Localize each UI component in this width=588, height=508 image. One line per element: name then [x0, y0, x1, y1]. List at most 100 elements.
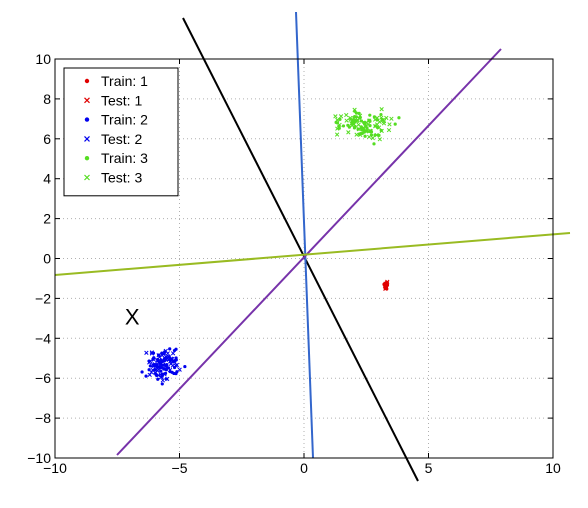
test-point: [156, 373, 161, 378]
test-point: [384, 115, 389, 121]
y-tick-label: −8: [35, 410, 51, 426]
train-point: [363, 134, 367, 138]
train-point: [352, 121, 356, 125]
train-point: [160, 372, 164, 376]
test-point: [384, 286, 389, 291]
test-point: [354, 132, 359, 137]
test-point: [356, 122, 361, 127]
legend-label: Train: 3: [101, 150, 148, 166]
train-point: [362, 130, 366, 134]
train-point: [172, 348, 177, 353]
train-point: [156, 377, 160, 381]
legend-marker-x: [84, 97, 90, 104]
train-point: [376, 126, 380, 130]
y-tick-label: 4: [43, 171, 51, 187]
y-tick-label: −10: [27, 450, 51, 466]
train-point: [163, 371, 168, 375]
train-point: [155, 363, 159, 367]
legend-marker-x: [84, 174, 90, 181]
line-black: [182, 17, 419, 482]
test-point: [335, 126, 340, 131]
test-point: [163, 366, 168, 371]
train-point: [156, 358, 160, 362]
test-point: [379, 115, 384, 120]
train-point: [168, 347, 172, 351]
train-point: [397, 116, 401, 120]
train-point: [365, 129, 369, 133]
test-point: [147, 360, 152, 365]
test-point: [344, 112, 349, 118]
test-point: [144, 350, 149, 355]
train-point: [354, 115, 358, 119]
legend: Train: 1 Test: 1 Train: 2 Test: 2 Train: 3 Te…: [63, 67, 179, 197]
test-point: [344, 118, 349, 123]
train-point: [172, 371, 176, 376]
test-point: [177, 367, 182, 372]
train-point: [167, 355, 171, 359]
train-point: [160, 382, 164, 386]
train-point: [341, 124, 346, 128]
test-point: [348, 117, 353, 122]
test-point: [379, 107, 384, 112]
train-point: [393, 122, 397, 126]
y-tick-label: −4: [35, 330, 51, 346]
train-point: [151, 357, 155, 361]
test-point: [160, 378, 165, 383]
legend-label: Test: 2: [101, 131, 142, 147]
x-tick-label: 5: [425, 460, 433, 476]
train-point: [144, 374, 148, 378]
test-point: [155, 368, 160, 373]
train-point: [164, 377, 168, 381]
test-point: [159, 353, 165, 358]
test-point: [333, 114, 338, 119]
train-point: [353, 125, 357, 129]
train-point: [368, 113, 372, 117]
line-purple: [116, 48, 502, 456]
train-point: [372, 142, 376, 146]
legend-label: Train: 2: [101, 112, 148, 128]
test-point: [379, 128, 384, 134]
train-point: [147, 368, 151, 372]
train-point: [148, 364, 152, 368]
test-point: [351, 115, 356, 121]
legend-marker-dot: [84, 117, 90, 122]
test-point: [170, 356, 175, 362]
test-point: [367, 134, 372, 140]
train-point: [160, 359, 164, 364]
test-point: [380, 117, 385, 123]
train-point: [183, 364, 187, 369]
test-point: [149, 369, 154, 375]
train-point: [359, 125, 363, 129]
test-point: [338, 114, 344, 119]
test-point: [389, 116, 394, 121]
test-point: [357, 113, 363, 118]
y-tick-label: 2: [43, 211, 51, 227]
line-blue: [295, 11, 314, 459]
data-points: [140, 107, 401, 386]
test-point: [147, 372, 152, 378]
train-point: [379, 112, 383, 117]
train-point: [368, 124, 372, 128]
axis-ticks: −10 −5 0 5 10 −10 −8 −6 −4 −2 0 2 4 6 8 10: [27, 51, 561, 476]
legend-marker-dot: [84, 78, 90, 84]
x-tick-label: 10: [545, 460, 561, 476]
legend-marker-dot: [84, 156, 90, 161]
train-point: [347, 125, 351, 129]
x-tick-label: −10: [43, 460, 67, 476]
legend-label: Train: 1: [101, 73, 148, 89]
y-tick-label: −6: [35, 370, 51, 386]
legend-label: Test: 3: [101, 170, 142, 186]
train-point: [363, 122, 367, 126]
test-point: [168, 361, 174, 367]
train-point: [159, 365, 163, 369]
test-point: [381, 121, 387, 126]
train-point: [162, 357, 167, 361]
train-point: [140, 370, 144, 374]
test-point: [173, 363, 178, 368]
test-point: [374, 132, 379, 138]
y-tick-label: 6: [43, 131, 51, 147]
train-point: [157, 353, 161, 357]
train-point: [162, 363, 166, 367]
train-point: [174, 358, 178, 362]
